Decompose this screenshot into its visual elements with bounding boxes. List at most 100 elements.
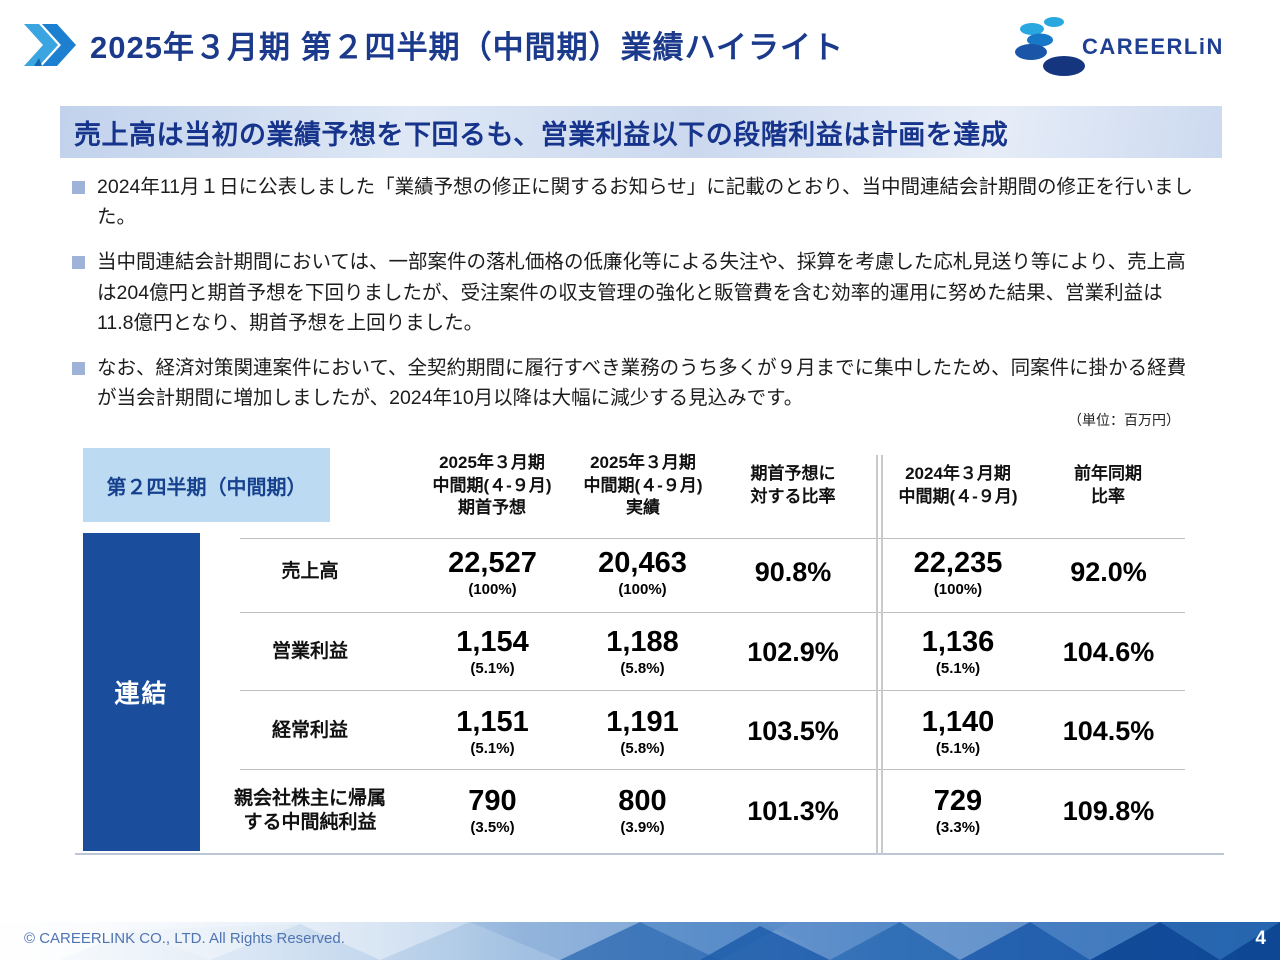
row-label-line: 営業利益 — [271, 640, 348, 662]
forecast-pct: (3.5%) — [470, 819, 515, 837]
yoy-ratio: 109.8% — [1062, 795, 1155, 826]
logo-mark-icon: CAREERLiNK — [1015, 17, 1240, 76]
row-label: 経常利益 — [200, 692, 420, 772]
column-header-line: 2024年３月期 — [905, 464, 1011, 484]
bullet-text: 当中間連結会計期間においては、一部案件の落札価格の低廉化等による失注や、採算を考… — [97, 251, 1186, 334]
forecast-cell: 1,154 (5.1%) — [420, 613, 565, 693]
vs-forecast-ratio: 90.8% — [754, 557, 832, 588]
yoy-cell: 109.8% — [1026, 772, 1191, 852]
row-divider — [240, 690, 1185, 691]
yoy-cell: 104.5% — [1026, 692, 1191, 772]
forecast-pct: (100%) — [468, 580, 517, 598]
vs-forecast-cell: 103.5% — [720, 692, 866, 772]
row-divider — [240, 769, 1185, 770]
actual-value: 20,463 — [598, 546, 687, 579]
row-divider — [240, 538, 1185, 539]
row-label-line: 親会社株主に帰属 — [233, 787, 386, 809]
divider-spacer — [866, 692, 890, 772]
bullet-square-icon — [72, 181, 85, 194]
actual-pct: (5.8%) — [620, 739, 665, 757]
column-header-line: 期首予想に — [750, 464, 836, 484]
forecast-value: 22,527 — [448, 546, 537, 579]
row-label-line: 経常利益 — [271, 720, 348, 742]
double-chevron-icon — [24, 23, 76, 66]
vs-forecast-ratio: 103.5% — [747, 716, 839, 747]
actual-pct: (5.8%) — [620, 660, 665, 678]
column-group-divider — [881, 455, 883, 855]
row-label: 売上高 — [200, 533, 420, 613]
actual-cell: 1,188 (5.8%) — [565, 613, 720, 693]
yoy-cell: 92.0% — [1026, 533, 1191, 613]
column-header-forecast: 2025年３月期 中間期(４-９月) 期首予想 — [412, 450, 572, 522]
company-logo: CAREERLiNK — [1002, 12, 1240, 80]
actual-value: 800 — [618, 785, 667, 818]
column-header-line: 比率 — [1091, 487, 1125, 506]
yoy-ratio: 104.6% — [1062, 636, 1155, 667]
prior-year-cell: 1,140 (5.1%) — [890, 692, 1026, 772]
footer-bar — [0, 922, 1280, 960]
title-bar: 2025年３月期 第２四半期（中間期）業績ハイライト — [24, 22, 844, 67]
bullet-item: 当中間連結会計期間においては、一部案件の落札価格の低廉化等による失注や、採算を考… — [72, 247, 1222, 338]
forecast-value: 790 — [468, 785, 517, 818]
prior-year-value: 729 — [933, 785, 983, 818]
row-label-line: 売上高 — [281, 561, 339, 583]
table-corner-header: 第２四半期（中間期） — [83, 448, 330, 522]
forecast-value: 1,154 — [456, 626, 529, 659]
vs-forecast-cell: 90.8% — [720, 533, 866, 613]
yoy-cell: 104.6% — [1026, 613, 1191, 693]
forecast-value: 1,151 — [456, 705, 529, 738]
bullet-text: 2024年11月１日に公表しました「業績予想の修正に関するお知らせ」に記載のとお… — [97, 176, 1193, 229]
table-row: 経常利益 1,151 (5.1%) 1,191 (5.8%) 103.5% 1,… — [200, 692, 1191, 772]
prior-year-value: 1,140 — [921, 705, 995, 738]
column-header-line: 中間期(４-９月) — [432, 475, 552, 495]
row-label: 親会社株主に帰属 する中間純利益 — [200, 772, 420, 852]
actual-cell: 1,191 (5.8%) — [565, 692, 720, 772]
row-label-line: する中間純利益 — [243, 812, 377, 834]
bullet-square-icon — [72, 362, 85, 376]
actual-cell: 800 (3.9%) — [565, 772, 720, 852]
actual-value: 1,191 — [606, 705, 679, 738]
column-header-actual: 2025年３月期 中間期(４-９月) 実績 — [563, 450, 723, 522]
table-row: 営業利益 1,154 (5.1%) 1,188 (5.8%) 102.9% 1,… — [200, 613, 1191, 693]
actual-value: 1,188 — [606, 626, 679, 659]
prior-year-value: 22,235 — [913, 546, 1003, 579]
vs-forecast-ratio: 102.9% — [747, 636, 839, 667]
prior-year-pct: (5.1%) — [935, 739, 981, 757]
divider-spacer — [866, 533, 890, 613]
divider-spacer — [866, 772, 890, 852]
column-group-divider — [876, 455, 878, 855]
prior-year-pct: (3.3%) — [935, 819, 981, 837]
vs-forecast-cell: 102.9% — [720, 613, 866, 693]
actual-cell: 20,463 (100%) — [565, 533, 720, 613]
column-header-line: 対する比率 — [750, 487, 836, 506]
prior-year-pct: (100%) — [933, 580, 983, 598]
forecast-cell: 22,527 (100%) — [420, 533, 565, 613]
logo-text: CAREERLiNK — [1082, 34, 1224, 59]
divider-spacer — [866, 613, 890, 693]
group-label-consolidated: 連結 — [83, 533, 200, 851]
vs-forecast-ratio: 101.3% — [747, 795, 839, 826]
column-header-vs-forecast: 期首予想に 対する比率 — [713, 450, 873, 522]
prior-year-pct: (5.1%) — [935, 660, 981, 678]
column-header-line: 中間期(４-９月) — [898, 487, 1018, 506]
bullet-item: なお、経済対策関連案件において、全契約期間に履行すべき業務のうち多くが９月までに… — [72, 353, 1222, 413]
column-header-line: 中間期(４-９月) — [583, 475, 703, 495]
column-header-line: 期首予想 — [458, 498, 526, 518]
column-header-line: 前年同期 — [1074, 464, 1142, 484]
column-header-yoy: 前年同期 比率 — [1028, 450, 1188, 522]
bullet-item: 2024年11月１日に公表しました「業績予想の修正に関するお知らせ」に記載のとお… — [72, 172, 1222, 232]
table-row: 親会社株主に帰属 する中間純利益 790 (3.5%) 800 (3.9%) 1… — [200, 772, 1191, 852]
column-header-prior-year: 2024年３月期 中間期(４-９月) — [878, 450, 1038, 522]
forecast-cell: 1,151 (5.1%) — [420, 692, 565, 772]
prior-year-value: 1,136 — [921, 626, 995, 659]
column-header-line: 2025年３月期 — [439, 452, 545, 472]
unit-note: （単位：百万円） — [1068, 412, 1180, 428]
vs-forecast-cell: 101.3% — [720, 772, 866, 852]
forecast-pct: (5.1%) — [470, 739, 515, 757]
yoy-ratio: 92.0% — [1070, 557, 1147, 588]
page-title: 2025年３月期 第２四半期（中間期）業績ハイライト — [90, 30, 844, 65]
forecast-cell: 790 (3.5%) — [420, 772, 565, 852]
bullet-square-icon — [72, 256, 85, 270]
page-number: 4 — [1255, 928, 1266, 949]
